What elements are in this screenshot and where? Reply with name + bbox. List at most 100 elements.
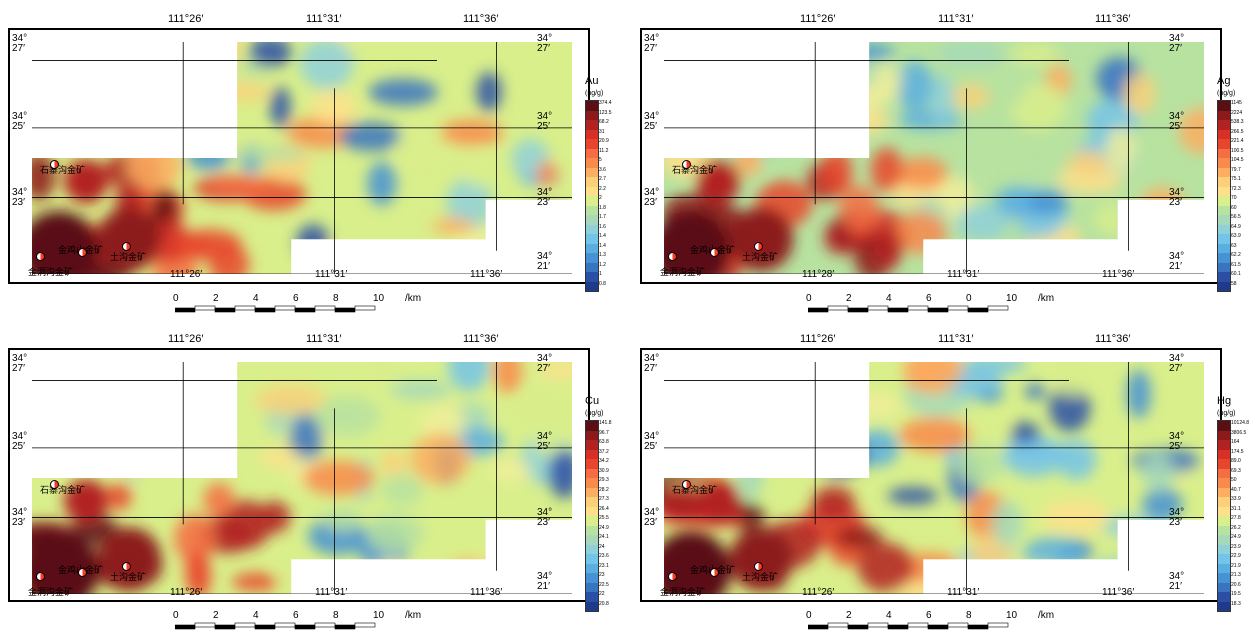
latitude-label-left: 27′ (644, 363, 657, 374)
legend-value: 50 (1231, 477, 1237, 483)
legend-value: 221.4 (1231, 138, 1244, 144)
mine-label: 石寨沟金矿 (672, 485, 718, 495)
legend-value: 37.2 (599, 448, 609, 455)
longitude-label-top: 111°31′ (938, 13, 974, 25)
latitude-label-left: 34° (12, 353, 28, 364)
scale-bar-label: /km (1038, 610, 1055, 621)
legend-value: 2224 (1231, 109, 1243, 116)
legend-swatch (1218, 167, 1230, 177)
legend-element: Au (585, 75, 599, 87)
legend-value: 19.5 (1231, 591, 1241, 597)
legend-swatch (586, 421, 598, 431)
legend-swatch (1218, 544, 1230, 554)
latitude-label-right: 34° (1169, 187, 1185, 198)
map-frame: 111°28′ 111°31′ 111°36′ 34° 27′ 34° 25′ 34° 23′ 3… (640, 28, 1222, 284)
legend-swatch (1218, 459, 1230, 469)
latitude-label-right: 21′ (537, 581, 550, 592)
scale-bar: 0 2 4 6 0 10/km (806, 293, 1054, 313)
legend-swatch (586, 430, 598, 440)
legend-value: 100.5 (1231, 147, 1244, 154)
latitude-label-left: 23′ (12, 517, 25, 528)
legend-value: 0.8 (599, 280, 606, 287)
map-panel-au: 111°26′ 111°31′ 111°36′ 34° 27′ 34° 25′ 34° 23′ 3… (8, 10, 612, 292)
gold-mine-marker-icon (50, 480, 59, 489)
legend-swatch (586, 525, 598, 535)
legend-swatch (1218, 281, 1230, 291)
legend-element: Hg (1217, 395, 1232, 407)
scale-bar-segment (294, 624, 316, 630)
legend-unit: (μg/g) (585, 410, 604, 417)
scale-bar-label: 8 (333, 293, 339, 304)
legend-swatch (586, 281, 598, 291)
scale-bar-label: /km (405, 293, 422, 304)
legend-value: 62.2 (1231, 252, 1241, 258)
legend-value: 21.3 (1231, 572, 1241, 578)
map-frame: 111°26′ 111°31′ 111°36′ 34° 27′ 34° 25′ 34° 23′ 3… (8, 348, 590, 602)
legend-value: 123.5 (599, 109, 612, 116)
longitude-label-bottom: 111°31′ (947, 269, 980, 280)
legend-color-bar (1217, 420, 1231, 612)
latitude-label-right: 25′ (1169, 121, 1182, 132)
legend-value: 2.2 (599, 185, 606, 192)
legend-swatch (1218, 196, 1230, 206)
longitude-label-top: 111°36′ (463, 333, 499, 345)
legend-swatch (586, 120, 598, 130)
scale-bar-segment (947, 305, 969, 311)
latitude-label-left: 34° (644, 187, 660, 198)
legend-swatch (586, 177, 598, 187)
legend-swatch (586, 272, 598, 282)
scale-bar-segment (175, 624, 196, 630)
legend-value: 22 (599, 591, 605, 597)
legend-swatch (586, 582, 598, 592)
scale-bar-label: 4 (886, 293, 892, 304)
legend-value: 20.9 (599, 138, 609, 144)
legend-swatch (1218, 535, 1230, 545)
latitude-label-left: 34° (12, 507, 28, 518)
legend-value: 1.4 (599, 242, 606, 249)
legend-swatch (586, 544, 598, 554)
legend-swatch (1218, 110, 1230, 120)
scale-bar-segment (967, 307, 989, 313)
legend-unit: (ng/g) (585, 90, 604, 97)
scale-bar-segment (334, 307, 356, 313)
legend-value: 33.9 (1231, 496, 1241, 502)
legend-value: 56.5 (1231, 214, 1241, 220)
legend-value: 31 (599, 128, 605, 135)
geochem-contour-map (32, 362, 572, 594)
legend-value: 24.1 (599, 534, 609, 540)
longitude-label-bottom: 111°26′ (170, 269, 203, 280)
gold-mine-marker-icon (682, 160, 691, 169)
scale-bar-label: 4 (253, 293, 259, 304)
longitude-label-top: 111°36′ (1095, 13, 1131, 25)
legend-value: 538.3 (1231, 119, 1244, 125)
latitude-label-left: 27′ (12, 363, 25, 374)
legend-swatch (1218, 148, 1230, 158)
legend-swatch (586, 497, 598, 507)
gold-mine-marker-icon (710, 248, 719, 257)
legend-value: 104.5 (1231, 157, 1244, 163)
scale-bar-label: 2 (846, 610, 852, 621)
legend-value: 68.2 (599, 119, 609, 125)
legend-value: 18.3 (1231, 600, 1241, 607)
legend-swatch (1218, 243, 1230, 253)
legend-swatch (1218, 158, 1230, 168)
legend-swatch (586, 506, 598, 516)
legend-swatch (586, 167, 598, 177)
geochem-contour-map (664, 362, 1204, 594)
scale-bar-segment (194, 305, 216, 311)
legend-value: 69.3 (1231, 467, 1241, 474)
scale-bar: 0 2 4 6 8 10/km (173, 293, 421, 313)
legend-swatch (586, 243, 598, 253)
scale-bar-segment (254, 307, 276, 313)
legend-value: 28.2 (599, 486, 609, 493)
gold-mine-marker-icon (754, 242, 763, 251)
latitude-label-right: 34° (537, 187, 553, 198)
legend-value: 24.9 (599, 524, 609, 531)
scale-bar-segment (907, 305, 929, 311)
legend-value: 20.8 (599, 600, 609, 607)
scale-bar-segment (867, 622, 889, 628)
legend-swatch (1218, 129, 1230, 139)
legend-swatch (586, 516, 598, 526)
legend-swatch (586, 468, 598, 478)
longitude-label-bottom: 111°26′ (802, 587, 835, 598)
